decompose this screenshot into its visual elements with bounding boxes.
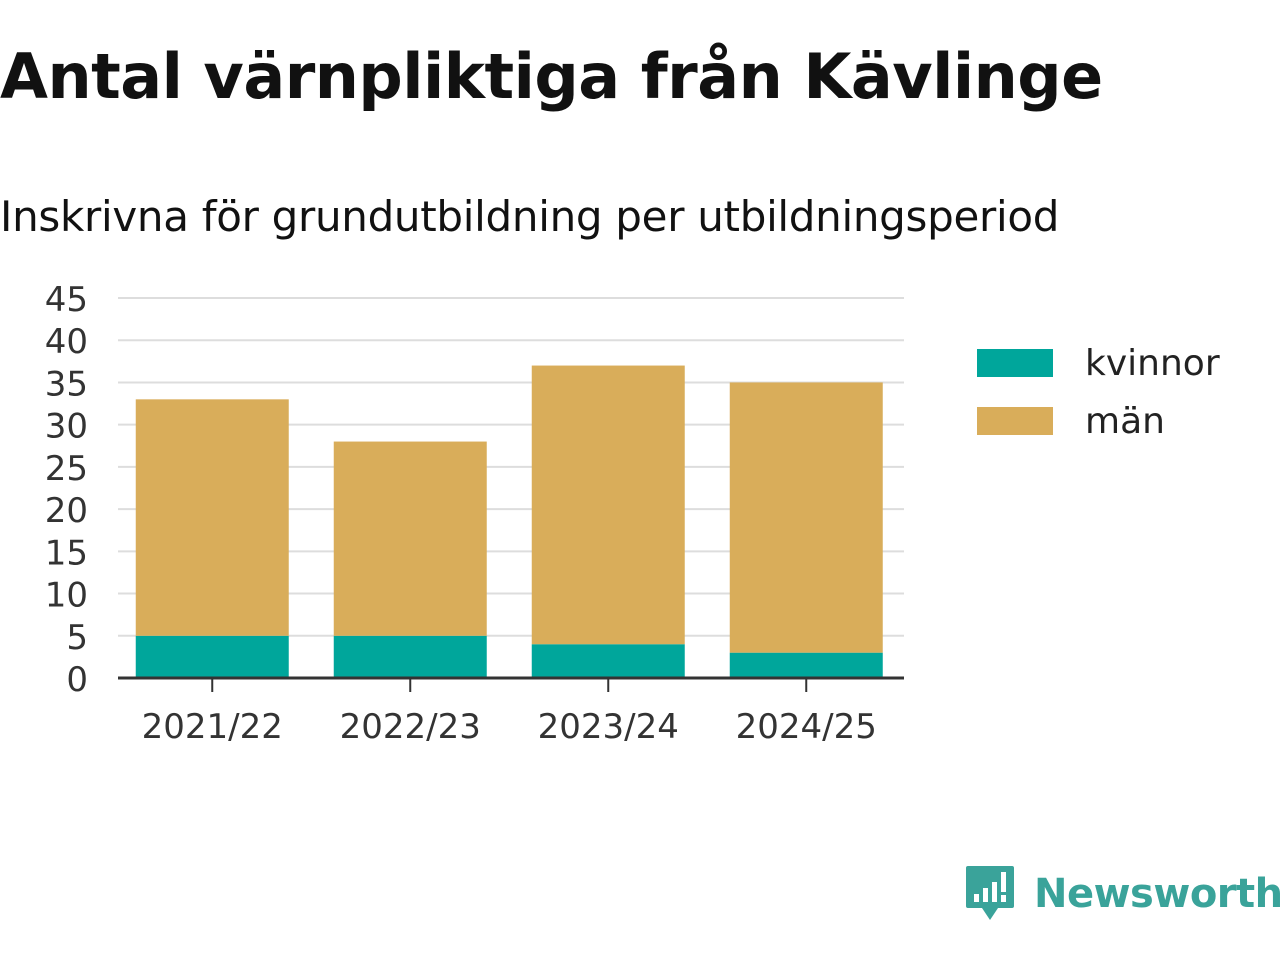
y-tick-label: 35: [45, 364, 88, 404]
y-tick-label: 25: [45, 449, 88, 489]
legend: kvinnor män: [977, 334, 1220, 450]
bars: [135, 365, 883, 678]
legend-swatch: [977, 349, 1053, 377]
y-tick-label: 10: [45, 576, 88, 616]
y-tick-label: 30: [45, 407, 88, 447]
legend-item-kvinnor: kvinnor: [977, 334, 1220, 392]
bar-män-2022-23: [333, 441, 487, 636]
y-tick-label: 5: [66, 618, 88, 658]
brand-name: Newsworthy: [1034, 871, 1280, 917]
legend-swatch: [977, 407, 1053, 435]
legend-label: kvinnor: [1085, 342, 1220, 384]
y-tick-label: 45: [45, 280, 88, 320]
bar-män-2023-24: [531, 365, 685, 645]
x-tick-label: 2023/24: [538, 707, 679, 747]
legend-label: män: [1085, 400, 1165, 442]
x-tick-label: 2022/23: [340, 707, 481, 747]
bar-män-2021-22: [135, 399, 289, 636]
newsworthy-logo-icon: [966, 866, 1014, 920]
x-axis-ticks: 2021/22 2022/23 2023/24 2024/25: [142, 678, 877, 747]
brand-logo: Newsworthy: [964, 864, 1280, 924]
y-tick-label: 40: [45, 322, 88, 362]
x-tick-label: 2024/25: [736, 707, 877, 747]
x-tick-label: 2021/22: [142, 707, 283, 747]
chart-title: Antal värnpliktiga från Kävlinge: [0, 40, 1103, 113]
bar-kvinnor-2024-25: [729, 652, 883, 678]
y-tick-label: 15: [45, 533, 88, 573]
bar-kvinnor-2022-23: [333, 635, 487, 678]
y-tick-label: 0: [66, 660, 88, 700]
bar-kvinnor-2021-22: [135, 635, 289, 678]
bar-män-2024-25: [729, 382, 883, 653]
y-tick-label: 20: [45, 491, 88, 531]
chart-subtitle: Inskrivna för grundutbildning per utbild…: [0, 192, 1060, 241]
bar-kvinnor-2023-24: [531, 644, 685, 678]
legend-item-män: män: [977, 392, 1220, 450]
